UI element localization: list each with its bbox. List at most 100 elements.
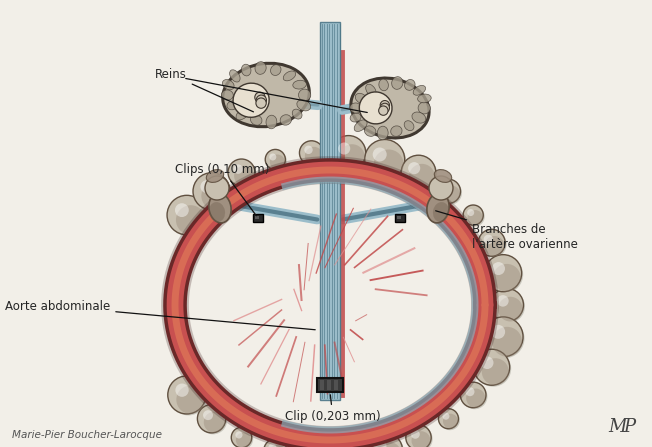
- Circle shape: [176, 385, 205, 414]
- Circle shape: [406, 425, 431, 447]
- Circle shape: [297, 442, 330, 447]
- Circle shape: [304, 146, 313, 154]
- Circle shape: [169, 197, 208, 236]
- Ellipse shape: [351, 79, 428, 138]
- Circle shape: [269, 445, 286, 447]
- Circle shape: [373, 148, 387, 161]
- Ellipse shape: [209, 193, 231, 223]
- Circle shape: [481, 356, 494, 369]
- Circle shape: [167, 195, 207, 235]
- Circle shape: [366, 141, 406, 181]
- Ellipse shape: [405, 80, 415, 90]
- Circle shape: [484, 236, 505, 256]
- Circle shape: [265, 149, 286, 169]
- Circle shape: [198, 405, 226, 433]
- Circle shape: [329, 437, 368, 447]
- Circle shape: [460, 382, 486, 408]
- Circle shape: [463, 205, 483, 225]
- Circle shape: [408, 162, 421, 174]
- Circle shape: [482, 358, 509, 385]
- Circle shape: [467, 209, 474, 216]
- Ellipse shape: [378, 126, 388, 140]
- Circle shape: [465, 207, 484, 227]
- Circle shape: [368, 434, 404, 447]
- Circle shape: [441, 184, 450, 193]
- Circle shape: [409, 164, 435, 190]
- Ellipse shape: [222, 90, 233, 100]
- Text: P: P: [623, 418, 635, 436]
- Ellipse shape: [293, 80, 306, 89]
- Circle shape: [205, 176, 229, 200]
- Circle shape: [484, 235, 493, 244]
- Ellipse shape: [350, 113, 361, 122]
- Circle shape: [264, 439, 287, 447]
- Circle shape: [442, 185, 460, 203]
- Circle shape: [480, 231, 507, 258]
- Circle shape: [234, 166, 254, 186]
- Ellipse shape: [433, 202, 449, 222]
- Ellipse shape: [223, 64, 309, 126]
- Ellipse shape: [297, 100, 310, 111]
- Circle shape: [200, 180, 213, 193]
- Ellipse shape: [266, 115, 277, 129]
- Circle shape: [401, 155, 436, 190]
- Circle shape: [411, 430, 420, 439]
- Circle shape: [230, 160, 256, 187]
- Circle shape: [364, 139, 405, 180]
- Circle shape: [267, 151, 287, 171]
- Circle shape: [443, 413, 449, 420]
- Circle shape: [380, 103, 389, 113]
- Ellipse shape: [241, 64, 251, 76]
- Ellipse shape: [350, 103, 362, 113]
- Text: Branches de
l'artère ovarienne: Branches de l'artère ovarienne: [436, 211, 578, 251]
- Ellipse shape: [349, 76, 430, 139]
- Circle shape: [339, 144, 365, 170]
- Circle shape: [175, 203, 189, 217]
- Ellipse shape: [227, 101, 238, 110]
- Circle shape: [265, 440, 288, 447]
- Text: Aorte abdominale: Aorte abdominale: [5, 300, 315, 330]
- Bar: [395, 214, 405, 222]
- Ellipse shape: [206, 169, 224, 182]
- Circle shape: [479, 229, 505, 256]
- Circle shape: [374, 149, 404, 180]
- Ellipse shape: [418, 102, 430, 114]
- Bar: [320, 380, 324, 390]
- Circle shape: [484, 255, 522, 292]
- Ellipse shape: [222, 80, 234, 90]
- Ellipse shape: [233, 83, 269, 117]
- Circle shape: [436, 179, 460, 203]
- Circle shape: [305, 147, 323, 165]
- Circle shape: [270, 155, 285, 169]
- Ellipse shape: [236, 108, 249, 120]
- Ellipse shape: [364, 126, 376, 136]
- Circle shape: [233, 429, 253, 447]
- Bar: [253, 214, 263, 222]
- Ellipse shape: [221, 62, 311, 128]
- Ellipse shape: [354, 120, 367, 131]
- Circle shape: [492, 327, 522, 357]
- Ellipse shape: [230, 70, 240, 82]
- Ellipse shape: [392, 77, 403, 89]
- Text: Marie-Pier Boucher-Larocque: Marie-Pier Boucher-Larocque: [12, 430, 162, 440]
- Circle shape: [231, 427, 252, 447]
- Ellipse shape: [355, 93, 367, 104]
- Ellipse shape: [292, 109, 302, 119]
- Circle shape: [443, 414, 458, 429]
- Circle shape: [299, 141, 323, 165]
- Circle shape: [490, 288, 524, 321]
- Circle shape: [228, 159, 255, 186]
- Bar: [327, 380, 331, 390]
- Circle shape: [331, 135, 366, 170]
- Ellipse shape: [418, 94, 431, 103]
- Bar: [255, 216, 259, 219]
- Bar: [320, 22, 340, 400]
- Ellipse shape: [404, 121, 414, 131]
- Circle shape: [380, 101, 389, 110]
- Circle shape: [474, 349, 510, 385]
- Circle shape: [201, 182, 230, 210]
- Circle shape: [440, 410, 460, 430]
- Circle shape: [403, 157, 437, 191]
- Ellipse shape: [209, 202, 225, 222]
- Circle shape: [462, 384, 488, 409]
